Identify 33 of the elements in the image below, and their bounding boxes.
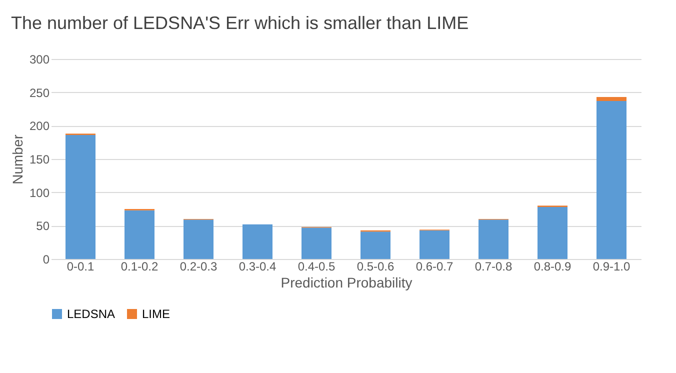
bar <box>596 97 626 101</box>
bar <box>66 135 96 259</box>
y-tick-label: 150 <box>29 152 50 166</box>
x-tick-label: 0.4-0.5 <box>298 260 336 274</box>
x-tick-label: 0.2-0.3 <box>180 260 218 274</box>
bar <box>596 101 626 259</box>
x-axis-title: Prediction Probability <box>280 274 412 290</box>
y-tick-label: 200 <box>29 119 50 134</box>
x-tick-label: 0.3-0.4 <box>238 260 277 274</box>
legend-label: LEDSNA <box>67 307 116 321</box>
bar <box>538 207 568 259</box>
legend-label: LIME <box>142 307 170 321</box>
x-tick-label: 0-0.1 <box>66 260 94 274</box>
bar <box>184 220 214 259</box>
x-tick-label: 0.6-0.7 <box>416 260 454 274</box>
bar <box>302 228 332 259</box>
x-tick-label: 0.1-0.2 <box>120 260 159 274</box>
x-tick-label: 0.5-0.6 <box>356 260 395 274</box>
y-tick-label: 300 <box>29 52 50 66</box>
y-tick-label: 250 <box>29 86 50 100</box>
bar <box>124 210 154 259</box>
x-tick-label: 0.7-0.8 <box>474 260 513 274</box>
y-tick-label: 100 <box>29 186 50 200</box>
y-axis-title: Number <box>9 134 26 184</box>
y-tick-label: 50 <box>36 219 50 234</box>
bar <box>478 220 508 259</box>
bar <box>360 232 390 259</box>
y-tick-label: 0 <box>42 252 50 266</box>
x-tick-label: 0.8-0.9 <box>534 260 572 274</box>
bar <box>242 224 272 259</box>
chart-title: The number of LEDSNA'S Err which is smaller than LIME <box>10 13 469 33</box>
bar <box>420 230 450 259</box>
x-tick-label: 0.9-1.0 <box>592 260 631 274</box>
